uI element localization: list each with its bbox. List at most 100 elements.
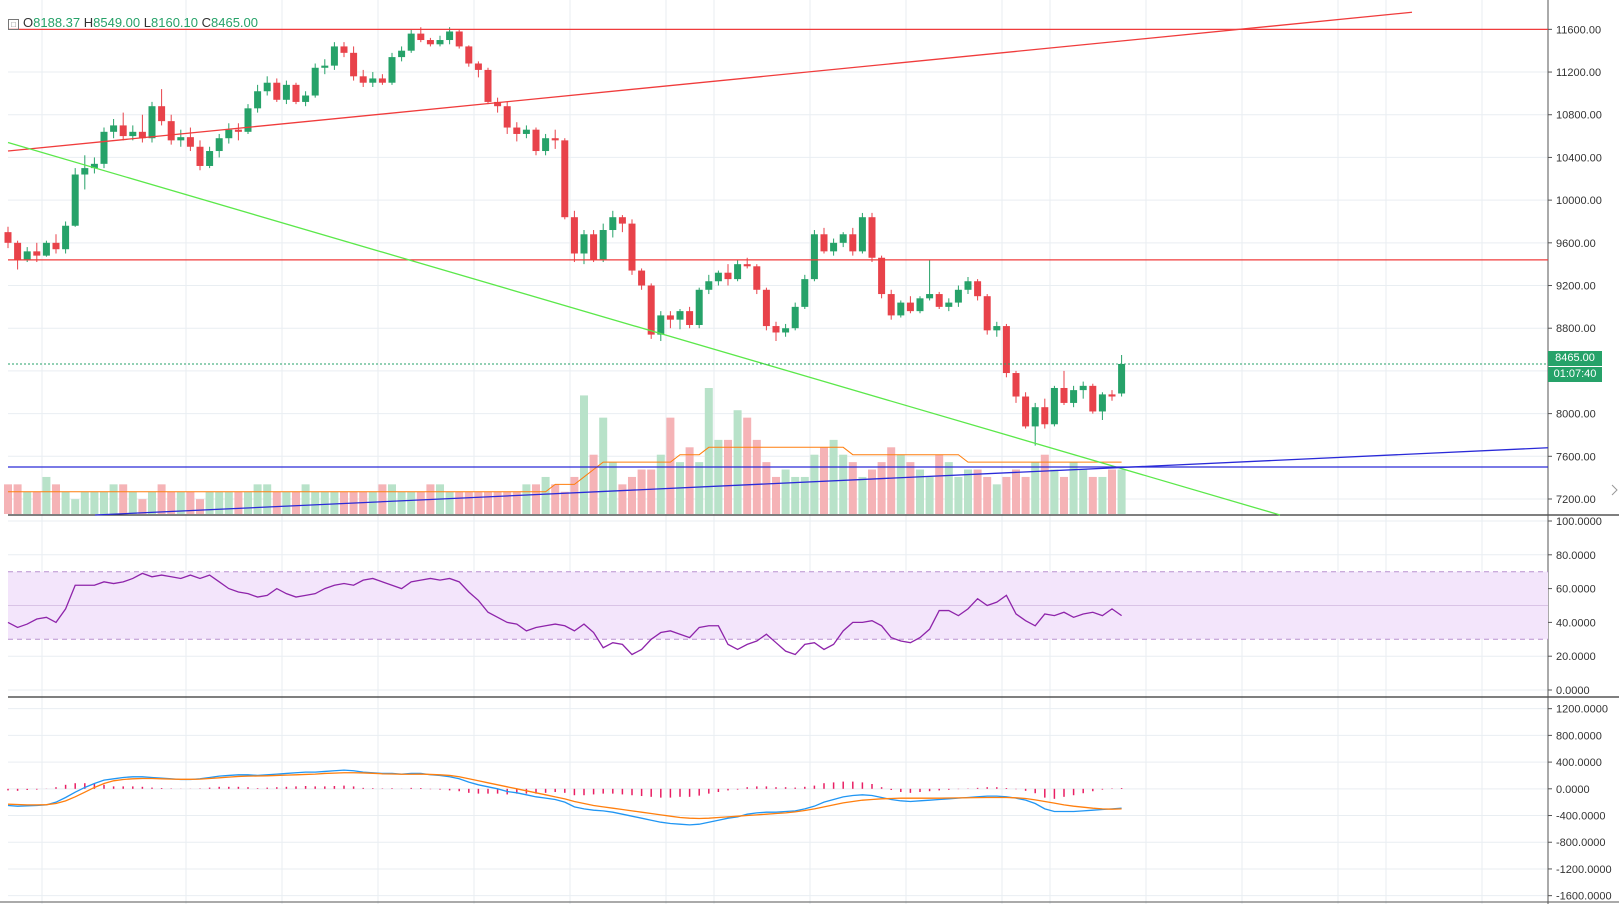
candle-body <box>14 242 22 260</box>
candle-body <box>820 234 828 252</box>
candle-body <box>110 125 118 132</box>
candle-body <box>388 57 396 83</box>
candle-body <box>494 101 502 107</box>
candle <box>225 123 233 144</box>
candle-body <box>532 129 540 152</box>
candle <box>513 122 521 142</box>
price-axis-label: 9200.00 <box>1556 281 1596 293</box>
macd-axis-label: 0.0000 <box>1556 784 1590 796</box>
candle <box>1022 392 1030 429</box>
candle-body <box>772 326 780 333</box>
candle-body <box>426 40 434 45</box>
candle-body <box>638 270 646 286</box>
candle <box>618 215 626 233</box>
volume-bar <box>176 491 185 514</box>
volume-bar <box>541 476 550 514</box>
candle-body <box>618 217 626 224</box>
volume-bar <box>224 491 233 514</box>
candle-body <box>1108 394 1116 397</box>
candle <box>791 302 799 331</box>
candle <box>705 274 713 295</box>
macd-axis-label: -800.0000 <box>1556 837 1606 849</box>
candle-body <box>513 127 521 134</box>
candle <box>801 274 809 309</box>
candle-body <box>407 33 415 51</box>
price-axis-label: 8000.00 <box>1556 409 1596 421</box>
candle-body <box>647 285 655 335</box>
candle-body <box>705 281 713 290</box>
candle-body <box>609 217 617 231</box>
candle-body <box>753 266 761 290</box>
candle <box>167 114 175 145</box>
candle-body <box>398 50 406 58</box>
rsi-axis-label: 20.0000 <box>1556 651 1596 663</box>
volume-bar <box>71 499 80 514</box>
volume-bar <box>973 469 982 514</box>
candle <box>119 112 127 141</box>
volume-bar <box>781 469 790 514</box>
candle <box>782 323 790 337</box>
candle <box>42 240 50 257</box>
volume-bar <box>522 484 531 514</box>
candle <box>878 255 886 299</box>
candle <box>638 268 646 290</box>
candle <box>1118 355 1126 397</box>
candle-body <box>1002 326 1010 374</box>
candle-body <box>436 40 444 45</box>
last-price-tag: 8465.00 <box>1548 351 1602 366</box>
volume-bar <box>1060 476 1068 514</box>
candle <box>340 42 348 58</box>
volume-bar <box>532 484 540 514</box>
candle-body <box>686 311 694 326</box>
price-axis-label: 11200.00 <box>1556 67 1601 79</box>
candle-body <box>945 302 953 307</box>
candle-body <box>580 234 588 254</box>
candle <box>503 101 511 134</box>
volume-bar <box>157 484 166 514</box>
candle <box>916 296 924 314</box>
candle <box>906 296 914 314</box>
rsi-axis-label: 0.0000 <box>1556 685 1590 697</box>
volume-bar <box>1021 476 1030 514</box>
candle <box>686 306 694 329</box>
candle <box>206 146 214 169</box>
candle <box>772 321 780 342</box>
volume-bar <box>445 491 454 514</box>
volume-bar <box>752 439 761 514</box>
volume-bar <box>887 447 896 514</box>
candle <box>657 311 665 342</box>
candle <box>695 287 703 329</box>
volume-bar <box>868 469 876 514</box>
open-value: 8188.37 <box>33 15 81 30</box>
volume-bar <box>80 491 89 514</box>
candle-body <box>129 131 137 137</box>
price-axis-label: 7200.00 <box>1556 494 1596 506</box>
macd-axis-label: -1200.0000 <box>1556 864 1612 876</box>
candle-body <box>350 52 358 77</box>
volume-bar <box>42 476 51 514</box>
price-axis-label: 9600.00 <box>1556 238 1596 250</box>
volume-bar <box>61 491 70 514</box>
candle-body <box>417 33 425 41</box>
volume-bar <box>148 491 156 514</box>
candle <box>868 212 876 263</box>
candle-body <box>1079 385 1087 391</box>
candle <box>964 276 972 295</box>
candle <box>666 311 674 329</box>
volume-bar <box>916 469 924 514</box>
candle-body <box>570 217 578 254</box>
candle <box>186 127 194 152</box>
candle-body <box>484 69 492 102</box>
chart-settings-icon[interactable]: □ <box>8 19 19 30</box>
volume-bar <box>896 454 905 514</box>
price-axis-label: 10000.00 <box>1556 195 1602 207</box>
candle-body <box>90 163 98 169</box>
volume-bar <box>906 462 915 514</box>
candle <box>983 294 991 335</box>
candle-body <box>1060 387 1068 403</box>
volume-bar <box>570 476 579 514</box>
candle <box>753 264 761 295</box>
candle-body <box>1098 394 1106 412</box>
volume-bar <box>1069 462 1078 514</box>
